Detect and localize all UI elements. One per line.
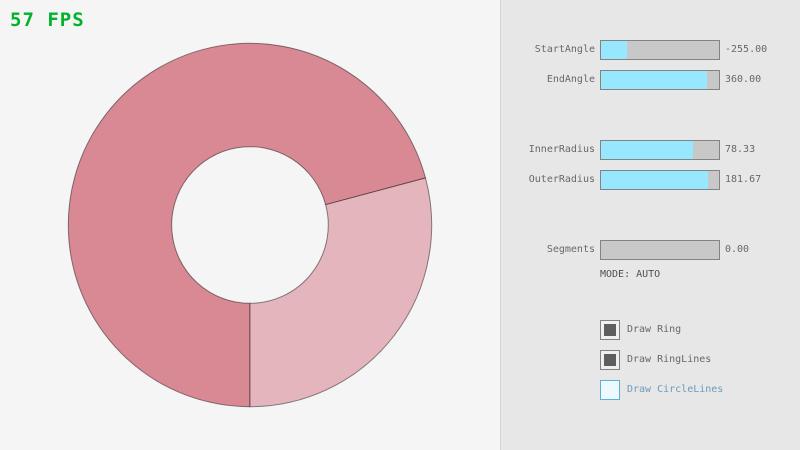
- segments-mode-text: MODE: AUTO: [600, 269, 661, 280]
- segments-value: 0.00: [725, 244, 750, 255]
- outerradius-label: OuterRadius: [528, 174, 595, 185]
- check-mark-icon: [604, 354, 616, 366]
- ring-sector-dark: [67, 42, 427, 408]
- innerradius-value: 78.33: [725, 144, 756, 155]
- innerradius-slider[interactable]: [600, 140, 720, 160]
- slider-row-innerradius: InnerRadius 78.33: [501, 140, 800, 160]
- draw-ring-checkbox[interactable]: [600, 320, 620, 340]
- endangle-slider-fill: [601, 71, 708, 89]
- draw-ring-label: Draw Ring: [627, 324, 682, 335]
- outerradius-value: 181.67: [725, 174, 762, 185]
- fps-counter: 57 FPS: [10, 9, 85, 31]
- segments-label: Segments: [546, 244, 595, 255]
- innerradius-label: InnerRadius: [528, 144, 595, 155]
- endangle-label: EndAngle: [546, 74, 595, 85]
- startangle-value: -255.00: [725, 44, 768, 55]
- outerradius-slider[interactable]: [600, 170, 720, 190]
- control-panel: StartAngle -255.00 EndAngle 360.00 Inner…: [500, 0, 800, 450]
- ring-sector-light: [249, 177, 433, 408]
- draw-ringlines-label: Draw RingLines: [627, 354, 712, 365]
- slider-row-outerradius: OuterRadius 181.67: [501, 170, 800, 190]
- segments-slider[interactable]: [600, 240, 720, 260]
- startangle-slider-fill: [601, 41, 627, 59]
- innerradius-slider-fill: [601, 141, 694, 159]
- ring-figure: [67, 42, 433, 408]
- endangle-slider[interactable]: [600, 70, 720, 90]
- render-canvas: 57 FPS: [10, 9, 433, 408]
- outerradius-slider-fill: [601, 171, 709, 189]
- draw-circlelines-checkbox[interactable]: [600, 380, 620, 400]
- draw-ringlines-checkbox[interactable]: [600, 350, 620, 370]
- slider-row-startangle: StartAngle -255.00: [501, 40, 800, 60]
- slider-row-endangle: EndAngle 360.00: [501, 70, 800, 90]
- endangle-value: 360.00: [725, 74, 762, 85]
- startangle-slider[interactable]: [600, 40, 720, 60]
- startangle-label: StartAngle: [534, 44, 595, 55]
- slider-row-segments: Segments 0.00: [501, 240, 800, 260]
- check-mark-icon: [604, 324, 616, 336]
- draw-circlelines-label: Draw CircleLines: [627, 384, 724, 395]
